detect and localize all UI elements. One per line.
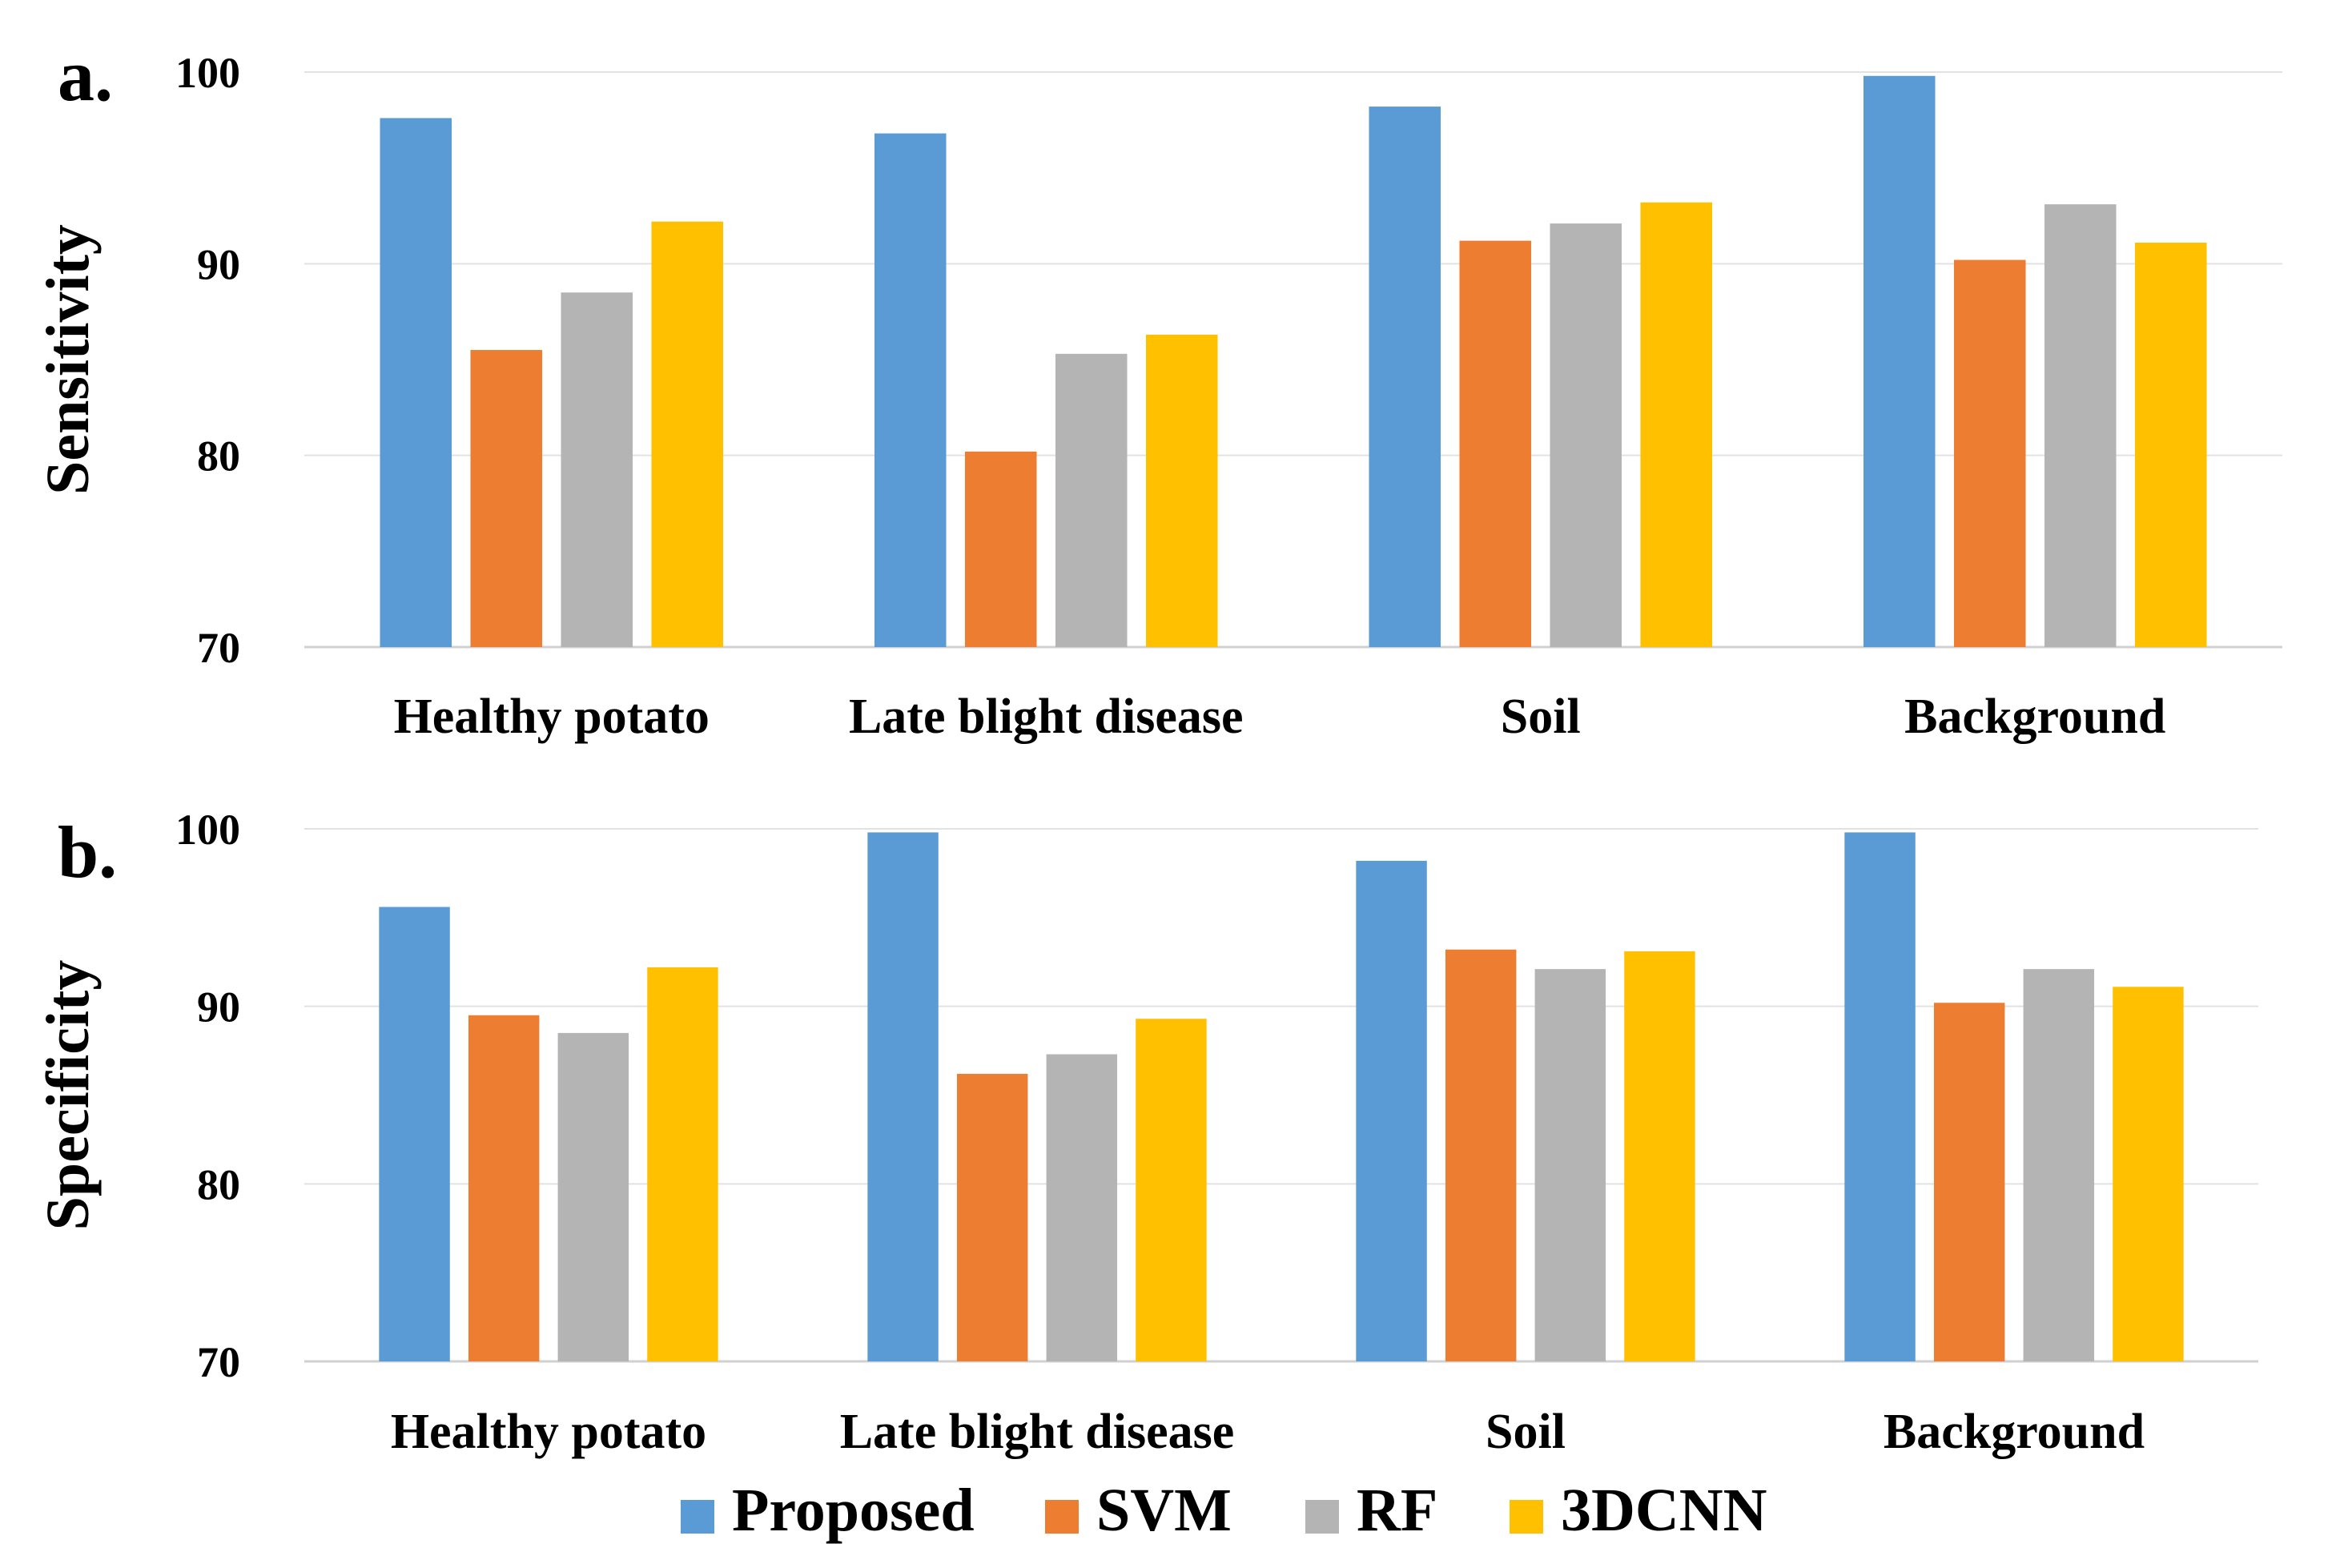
legend-swatch-proposed: [681, 1500, 714, 1534]
bar-rf-background: [2044, 204, 2117, 647]
bar-rf-late-blight-disease: [1046, 1054, 1118, 1361]
x-tick-label: Background: [1884, 1405, 2145, 1459]
bar-proposed-late-blight-disease: [867, 832, 939, 1361]
bar-rf-soil: [1550, 223, 1622, 647]
panel-label: a.: [58, 34, 113, 116]
bar-svm-background: [1933, 1003, 2005, 1361]
bar-proposed-late-blight-disease: [874, 133, 947, 647]
bar-proposed-healthy-potato: [380, 118, 452, 647]
bar-svm-background: [1953, 259, 2026, 647]
bar-svm-soil: [1445, 949, 1517, 1361]
legend-label-proposed: Proposed: [732, 1477, 975, 1544]
panel-label: b.: [58, 811, 117, 893]
y-tick-label: 70: [197, 1338, 240, 1386]
bar-svm-healthy-potato: [470, 350, 543, 647]
bar-rf-background: [2023, 969, 2095, 1361]
x-tick-label: Soil: [1486, 1405, 1566, 1459]
bar-proposed-soil: [1356, 860, 1427, 1361]
chart-panel-sensitivity: a. Sensitivity 70 80 90 100 Healthy potato Late…: [34, 34, 2282, 744]
x-tick-label: Late blight disease: [840, 1405, 1235, 1459]
y-tick-label: 100: [175, 49, 240, 97]
bar-proposed-healthy-potato: [379, 907, 450, 1361]
bar-proposed-background: [1844, 832, 1916, 1361]
bar-proposed-background: [1863, 75, 1936, 647]
bar-rf-healthy-potato: [557, 1032, 629, 1361]
bar-3dcnn-late-blight-disease: [1136, 1019, 1207, 1361]
legend-label-svm: SVM: [1096, 1477, 1232, 1544]
bar-3dcnn-healthy-potato: [647, 967, 718, 1361]
bar-3dcnn-late-blight-disease: [1145, 334, 1218, 647]
chart-panel-specificity: b. Specificity 70 80 90 100 Healthy potato Late…: [34, 806, 2258, 1459]
bar-3dcnn-background: [2113, 987, 2184, 1361]
x-tick-label: Healthy potato: [391, 1405, 706, 1459]
y-tick-label: 70: [197, 624, 240, 672]
bar-3dcnn-soil: [1624, 951, 1695, 1361]
bar-svm-soil: [1459, 240, 1532, 647]
x-tick-label: Background: [1904, 690, 2165, 744]
legend-swatch-rf: [1305, 1500, 1339, 1534]
y-tick-label: 100: [175, 806, 240, 854]
y-axis-title: Specificity: [34, 960, 102, 1231]
bar-proposed-soil: [1369, 107, 1441, 647]
bar-3dcnn-healthy-potato: [651, 221, 724, 647]
x-tick-label: Soil: [1501, 690, 1581, 744]
x-tick-label: Healthy potato: [394, 690, 710, 744]
y-tick-label: 80: [197, 1160, 240, 1208]
bar-3dcnn-soil: [1640, 202, 1713, 647]
legend-label-rf: RF: [1357, 1477, 1437, 1544]
bar-rf-healthy-potato: [561, 292, 633, 647]
legend-label-3dcnn: 3DCNN: [1561, 1477, 1767, 1544]
bar-svm-late-blight-disease: [964, 451, 1037, 647]
bar-3dcnn-background: [2134, 243, 2207, 647]
bar-rf-soil: [1534, 969, 1606, 1361]
y-axis-title: Sensitivity: [34, 224, 102, 495]
y-tick-label: 90: [197, 983, 240, 1031]
bar-svm-late-blight-disease: [956, 1073, 1028, 1361]
x-tick-label: Late blight disease: [849, 690, 1244, 744]
y-tick-label: 80: [197, 432, 240, 480]
legend: Proposed SVM RF 3DCNN: [681, 1477, 1767, 1544]
legend-swatch-svm: [1045, 1500, 1079, 1534]
y-tick-label: 90: [197, 240, 240, 288]
bar-svm-healthy-potato: [468, 1015, 540, 1361]
legend-swatch-3dcnn: [1510, 1500, 1543, 1534]
bar-rf-late-blight-disease: [1055, 353, 1128, 647]
